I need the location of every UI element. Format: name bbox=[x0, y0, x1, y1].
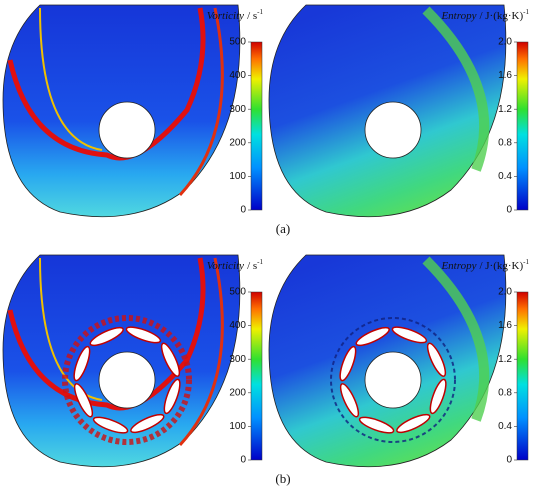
blade bbox=[92, 416, 129, 434]
tick-label: 1.6 bbox=[498, 70, 512, 81]
exponent: -1 bbox=[523, 258, 529, 266]
unit: / s bbox=[247, 10, 257, 22]
tick-label: 1.2 bbox=[498, 354, 512, 365]
contour-plot bbox=[268, 254, 507, 468]
colorbar-title: Entropy / J·(kg·K)-1 bbox=[440, 8, 529, 22]
blade bbox=[130, 413, 165, 434]
panel-label: (b) bbox=[275, 471, 290, 486]
colorbar-title: Vorticity / s-1 bbox=[207, 8, 264, 22]
blade bbox=[396, 413, 431, 434]
blade bbox=[89, 326, 124, 347]
rotor-zone bbox=[330, 317, 456, 443]
tick-label: 300 bbox=[229, 104, 246, 115]
tick-label: 300 bbox=[229, 354, 246, 365]
cylinder bbox=[98, 101, 156, 159]
exponent: -1 bbox=[523, 8, 529, 16]
cylinder bbox=[364, 101, 422, 159]
cylinder bbox=[364, 351, 422, 409]
tick-label: 0.4 bbox=[498, 171, 512, 182]
blade bbox=[160, 342, 181, 377]
tick-label: 200 bbox=[229, 387, 246, 398]
blade bbox=[358, 416, 395, 434]
exponent: -1 bbox=[257, 8, 263, 16]
shear-layer bbox=[39, 257, 103, 401]
colorbar bbox=[516, 291, 529, 461]
blade bbox=[355, 326, 390, 347]
contour-plot bbox=[2, 4, 241, 218]
tick-label: 2.0 bbox=[498, 37, 512, 48]
unit: / J·(kg·K) bbox=[479, 10, 523, 22]
quantity: Entropy bbox=[440, 10, 476, 22]
blade bbox=[339, 345, 357, 382]
blade bbox=[73, 345, 91, 382]
tick-label: 200 bbox=[229, 137, 246, 148]
colorbar bbox=[250, 291, 263, 461]
entropy-band bbox=[422, 6, 490, 172]
blade bbox=[391, 326, 428, 344]
tick-label: 1.6 bbox=[498, 320, 512, 331]
entropy-band bbox=[422, 256, 490, 422]
blade bbox=[125, 326, 162, 344]
unit: / J·(kg·K) bbox=[479, 260, 523, 272]
contour-plot bbox=[268, 4, 507, 218]
quantity: Entropy bbox=[440, 260, 476, 272]
tick-label: 400 bbox=[229, 320, 246, 331]
blade bbox=[163, 378, 181, 415]
tick-label: 400 bbox=[229, 70, 246, 81]
exponent: -1 bbox=[257, 258, 263, 266]
tick-label: 0 bbox=[240, 205, 246, 216]
colorbar-title: Entropy / J·(kg·K)-1 bbox=[440, 258, 529, 272]
rotor-zone bbox=[62, 315, 192, 445]
tick-label: 500 bbox=[229, 37, 246, 48]
tick-label: 0 bbox=[506, 455, 512, 466]
tick-label: 0 bbox=[240, 455, 246, 466]
contour-plot bbox=[2, 254, 241, 468]
tick-label: 100 bbox=[229, 171, 246, 182]
tick-label: 100 bbox=[229, 421, 246, 432]
tick-label: 0.8 bbox=[498, 387, 512, 398]
tick-label: 0 bbox=[506, 205, 512, 216]
colorbar bbox=[250, 41, 263, 211]
quantity: Vorticity bbox=[207, 260, 244, 272]
blade bbox=[339, 383, 360, 418]
blade bbox=[426, 342, 447, 377]
shear-layer bbox=[178, 257, 224, 447]
unit: / s bbox=[247, 260, 257, 272]
tick-label: 1.2 bbox=[498, 104, 512, 115]
panel-label: (a) bbox=[276, 221, 290, 236]
tick-label: 0.4 bbox=[498, 421, 512, 432]
quantity: Vorticity bbox=[207, 10, 244, 22]
colorbar-title: Vorticity / s-1 bbox=[207, 258, 264, 272]
blade bbox=[73, 383, 94, 418]
shear-layer bbox=[178, 7, 224, 197]
blade bbox=[429, 378, 447, 415]
tick-label: 2.0 bbox=[498, 287, 512, 298]
tick-label: 0.8 bbox=[498, 137, 512, 148]
shear-layer bbox=[39, 7, 103, 151]
tick-label: 500 bbox=[229, 287, 246, 298]
colorbar bbox=[516, 41, 529, 211]
cylinder bbox=[98, 351, 156, 409]
